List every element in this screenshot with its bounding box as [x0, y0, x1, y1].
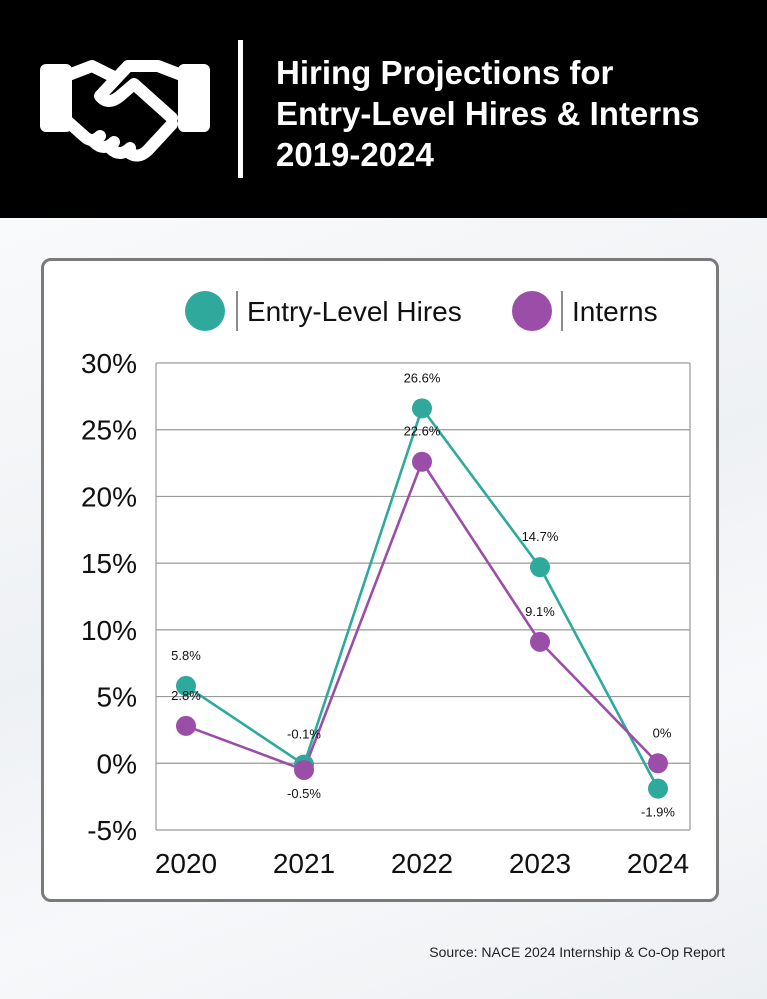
data-label: 14.7% [522, 529, 559, 544]
data-label: -0.1% [287, 727, 321, 742]
data-point-interns [176, 715, 196, 736]
chart-card [41, 258, 719, 902]
source-note: Source: NACE 2024 Internship & Co-Op Rep… [429, 944, 725, 960]
y-tick-label: 25% [81, 415, 137, 446]
x-tick-label: 2024 [627, 848, 689, 879]
y-tick-label: 15% [81, 548, 137, 579]
data-point-interns [648, 753, 668, 774]
legend-label: Interns [572, 296, 658, 327]
title-line-3: 2019-2024 [276, 136, 434, 173]
title-line-1: Hiring Projections for [276, 54, 614, 91]
data-label: 9.1% [525, 604, 555, 619]
data-label: 22.6% [404, 424, 441, 439]
handshake-icon [40, 60, 210, 162]
x-tick-label: 2022 [391, 848, 453, 879]
series-line-interns [185, 460, 659, 772]
data-point-interns [294, 759, 314, 780]
data-label: 0% [653, 725, 672, 740]
legend-swatch [512, 291, 552, 331]
y-tick-label: 20% [81, 481, 137, 512]
page-title: Hiring Projections for Entry-Level Hires… [276, 52, 756, 175]
data-point-entry-level-hires [176, 675, 196, 696]
y-tick-label: -5% [87, 815, 137, 846]
header-banner: Hiring Projections for Entry-Level Hires… [0, 0, 767, 218]
x-tick-label: 2023 [509, 848, 571, 879]
data-point-interns [530, 631, 550, 652]
legend-swatch [185, 291, 225, 331]
data-label: -0.5% [287, 786, 321, 801]
x-tick-label: 2020 [155, 848, 217, 879]
data-point-entry-level-hires [412, 398, 432, 419]
legend-label: Entry-Level Hires [247, 296, 462, 327]
data-label: 5.8% [171, 648, 201, 663]
data-point-entry-level-hires [648, 778, 668, 799]
y-tick-label: 0% [97, 748, 137, 779]
y-tick-label: 30% [81, 348, 137, 379]
y-tick-label: 10% [81, 615, 137, 646]
y-tick-label: 5% [97, 682, 137, 713]
x-tick-label: 2021 [273, 848, 335, 879]
data-label: -1.9% [641, 805, 675, 820]
data-point-entry-level-hires [530, 557, 550, 578]
header-divider [238, 40, 243, 178]
data-label: 2.8% [171, 688, 201, 703]
data-point-interns [412, 451, 432, 472]
data-label: 26.6% [404, 370, 441, 385]
title-line-2: Entry-Level Hires & Interns [276, 95, 700, 132]
